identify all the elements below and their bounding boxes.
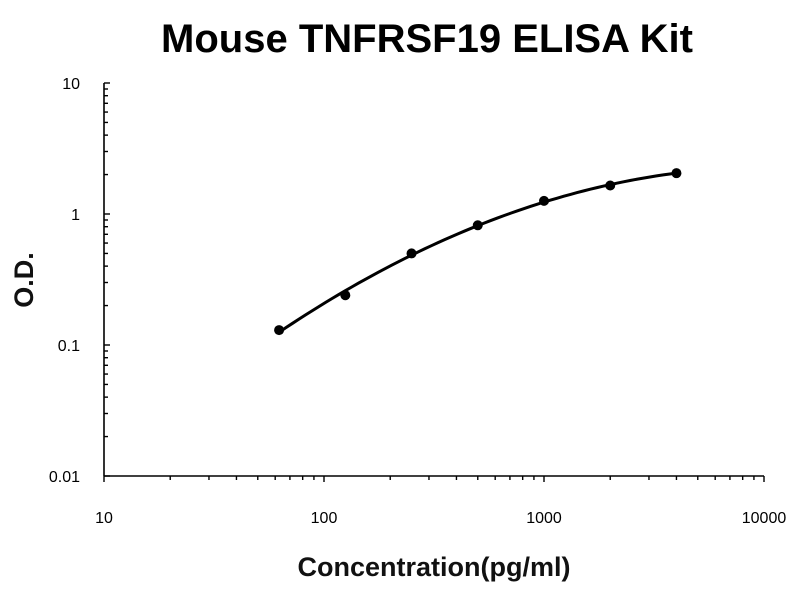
data-point: [274, 325, 285, 336]
data-point: [671, 168, 682, 179]
data-point: [605, 180, 616, 191]
data-point: [340, 290, 351, 301]
chart-title: Mouse TNFRSF19 ELISA Kit: [161, 17, 693, 61]
y-tick-label: 0.01: [49, 469, 80, 486]
x-tick-label: 10: [95, 510, 113, 527]
y-tick-label: 10: [62, 76, 80, 93]
y-tick-label: 1: [71, 207, 80, 224]
axes: [103, 83, 764, 477]
x-tick-label: 100: [311, 510, 338, 527]
tick-labels: 10 100 1000 10000 0.01 0.1 1 10: [49, 76, 786, 527]
data-point: [472, 220, 483, 231]
ticks: [103, 82, 765, 482]
y-axis-label: O.D.: [9, 252, 39, 308]
fit-curve-line: [277, 171, 678, 334]
x-tick-label: 1000: [526, 510, 562, 527]
x-axis-label: Concentration(pg/ml): [298, 552, 571, 582]
data-point: [539, 195, 549, 206]
data-point: [406, 248, 417, 259]
data-points: [274, 168, 682, 336]
y-tick-label: 0.1: [58, 338, 80, 355]
x-tick-label: 10000: [742, 510, 787, 527]
